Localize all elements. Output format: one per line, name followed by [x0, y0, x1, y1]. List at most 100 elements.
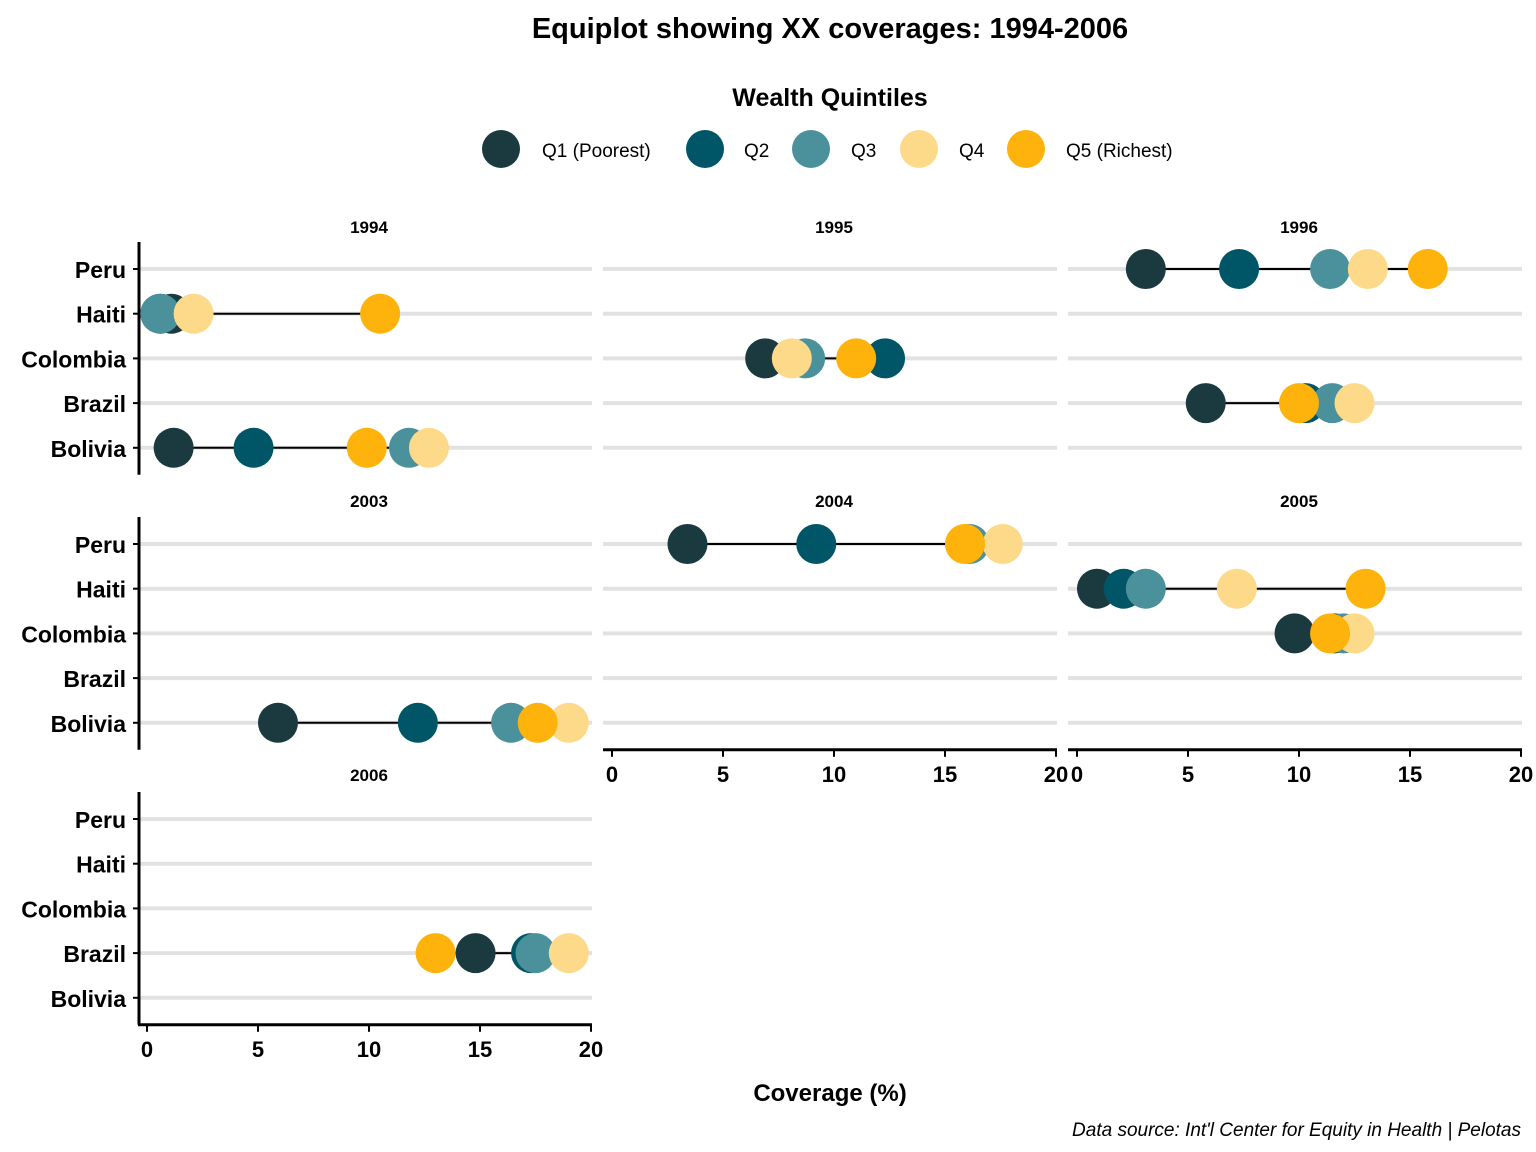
point-q4-haiti-2005	[1216, 568, 1257, 609]
point-q3-peru-1996	[1310, 249, 1351, 289]
y-tick-label-colombia: Colombia	[21, 621, 126, 647]
point-q4-peru-1996	[1347, 249, 1388, 289]
x-tick-label: 20	[579, 1037, 603, 1062]
legend-label-5: Q5 (Richest)	[1066, 141, 1173, 162]
point-q5-colombia-2005	[1310, 613, 1351, 654]
point-q1-bolivia-1994	[153, 427, 194, 468]
point-q1-colombia-2005	[1274, 613, 1315, 654]
y-tick-label-bolivia: Bolivia	[51, 986, 127, 1012]
point-q5-peru-2004	[944, 524, 985, 564]
panel-2004: 2004 0 5 10 15 20	[603, 492, 1068, 787]
row-brazil-2006	[415, 933, 589, 974]
x-tick-label: 15	[1398, 762, 1422, 787]
point-q2-bolivia-2003	[397, 702, 438, 743]
y-tick-label-peru: Peru	[75, 257, 126, 283]
point-q4-bolivia-2003	[548, 702, 589, 743]
legend-label-4: Q4	[959, 141, 985, 162]
y-tick-label-bolivia: Bolivia	[51, 711, 127, 737]
point-q1-peru-2004	[667, 524, 708, 564]
legend: Q1 (Poorest) Q2 Q3 Q4 Q5 (Richest)	[482, 130, 1173, 168]
point-q3-haiti-1994	[140, 293, 181, 334]
row-peru-2004	[667, 524, 1023, 564]
x-tick-label: 15	[933, 762, 957, 787]
panel-2003: 2003 Peru Haiti Colombia Brazil Bolivia	[21, 492, 592, 750]
row-peru-1996	[1125, 249, 1448, 289]
point-q4-colombia-1995	[771, 338, 812, 379]
x-tick-label: 10	[822, 762, 846, 787]
legend-label-1: Q1 (Poorest)	[542, 141, 651, 162]
facet-panels: 1994 Peru Haiti Colombia Brazil Bolivia 1995 19…	[21, 218, 1533, 1062]
point-q2-colombia-1995	[865, 338, 906, 379]
point-q2-peru-2004	[796, 524, 837, 564]
panel-1995: 1995	[603, 218, 1057, 450]
row-haiti-2005	[1076, 568, 1386, 609]
point-q2-bolivia-1994	[233, 427, 274, 468]
panel-title-1994: 1994	[350, 218, 388, 237]
y-tick-label-colombia: Colombia	[21, 346, 126, 372]
point-q1-brazil-2006	[455, 933, 496, 974]
panel-1994: 1994 Peru Haiti Colombia Brazil Bolivia	[21, 218, 592, 475]
chart-title: Equiplot showing XX coverages: 1994-2006	[532, 13, 1128, 45]
point-q2-peru-1996	[1219, 249, 1260, 289]
x-tick-label: 10	[357, 1037, 381, 1062]
panel-1996: 1996	[1068, 218, 1522, 450]
row-brazil-1996	[1185, 383, 1375, 424]
y-tick-label-haiti: Haiti	[76, 852, 126, 878]
y-tick-label-colombia: Colombia	[21, 896, 126, 922]
point-q1-bolivia-2003	[257, 702, 298, 743]
point-q4-peru-2004	[982, 524, 1023, 564]
point-q3-brazil-2006	[515, 933, 556, 974]
x-tick-label: 5	[252, 1037, 264, 1062]
y-tick-label-brazil: Brazil	[63, 391, 126, 417]
legend-label-2: Q2	[744, 141, 769, 162]
point-q1-brazil-1996	[1185, 383, 1226, 424]
x-tick-label: 20	[1509, 762, 1533, 787]
legend-key-3	[792, 130, 830, 168]
row-colombia-1995	[745, 338, 906, 379]
point-q5-haiti-2005	[1345, 568, 1386, 609]
point-q5-haiti-1994	[360, 293, 401, 334]
panel-title-2004: 2004	[815, 492, 853, 511]
panel-title-2005: 2005	[1280, 492, 1318, 511]
point-q4-bolivia-1994	[408, 427, 449, 468]
y-tick-label-peru: Peru	[75, 807, 126, 833]
point-q4-haiti-1994	[173, 293, 214, 334]
panel-title-1996: 1996	[1280, 218, 1318, 237]
point-q5-colombia-1995	[836, 338, 877, 379]
point-q3-haiti-2005	[1125, 568, 1166, 609]
point-q5-bolivia-2003	[517, 702, 558, 743]
y-tick-label-bolivia: Bolivia	[51, 436, 127, 462]
point-q4-brazil-2006	[548, 933, 589, 974]
x-tick-label: 0	[606, 762, 618, 787]
x-tick-label: 10	[1287, 762, 1311, 787]
caption: Data source: Int'l Center for Equity in …	[1072, 1120, 1521, 1141]
panel-title-1995: 1995	[815, 218, 853, 237]
panel-2005: 2005 0 5 10 15 20	[1068, 492, 1533, 787]
row-bolivia-2003	[257, 702, 589, 743]
x-tick-label: 0	[1071, 762, 1083, 787]
legend-key-1	[482, 130, 520, 168]
x-axis-label: Coverage (%)	[753, 1080, 906, 1107]
point-q5-bolivia-1994	[346, 427, 387, 468]
legend-key-5	[1007, 130, 1045, 168]
panel-title-2003: 2003	[350, 492, 388, 511]
row-bolivia-1994	[153, 427, 449, 468]
point-q5-brazil-2006	[415, 933, 456, 974]
panel-2006: 2006 Peru Haiti Colombia Brazil Bolivia 0 5 10 15…	[21, 766, 603, 1062]
y-tick-label-haiti: Haiti	[76, 302, 126, 328]
x-tick-label: 5	[1182, 762, 1194, 787]
point-q5-peru-1996	[1407, 249, 1448, 289]
row-colombia-2005	[1274, 613, 1375, 654]
x-tick-label: 5	[717, 762, 729, 787]
x-tick-label: 0	[141, 1037, 153, 1062]
y-tick-label-haiti: Haiti	[76, 577, 126, 603]
legend-title: Wealth Quintiles	[732, 84, 927, 112]
point-q4-brazil-1996	[1334, 383, 1375, 424]
legend-key-2	[686, 130, 724, 168]
y-tick-label-brazil: Brazil	[63, 941, 126, 967]
point-q5-brazil-1996	[1279, 383, 1319, 424]
legend-key-4	[900, 130, 938, 168]
x-tick-label: 20	[1044, 762, 1068, 787]
x-tick-label: 15	[468, 1037, 492, 1062]
